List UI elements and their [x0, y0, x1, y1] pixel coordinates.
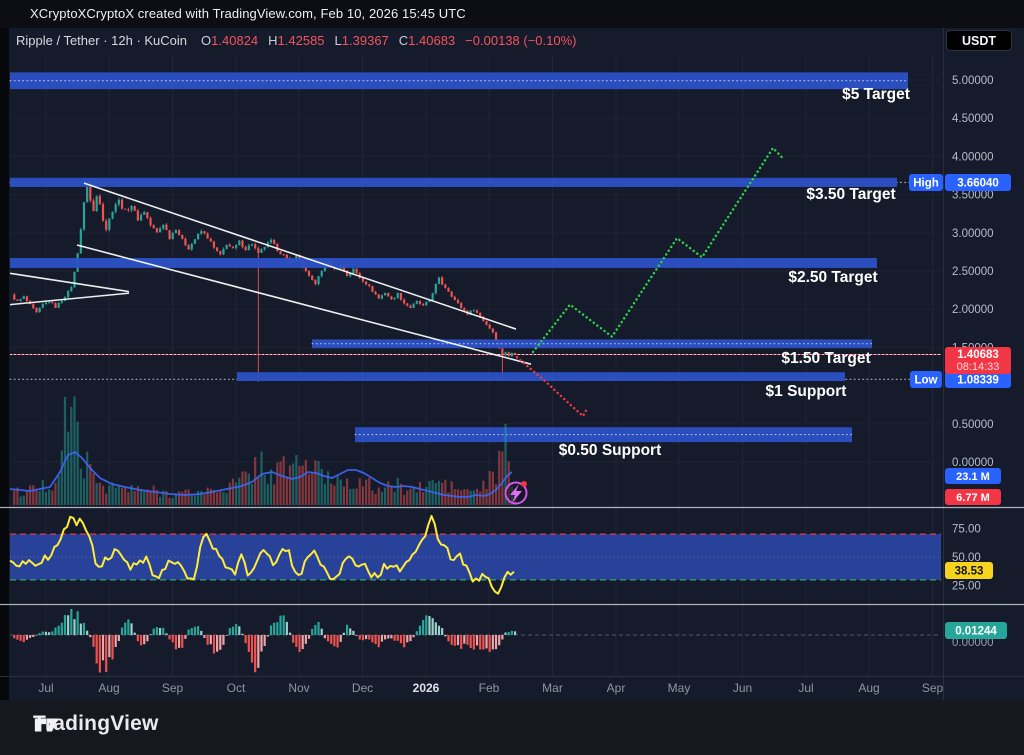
footer-bar: [0, 700, 1024, 755]
svg-text:2.50000: 2.50000: [952, 266, 994, 278]
macd-panel[interactable]: [10, 609, 941, 673]
svg-text:50.00: 50.00: [952, 552, 981, 564]
svg-text:Nov: Nov: [288, 681, 309, 695]
svg-text:Low: Low: [915, 375, 938, 387]
svg-text:$1.50 Target: $1.50 Target: [781, 350, 870, 367]
lightning-bolt-icon[interactable]: [504, 481, 528, 505]
svg-text:Jul: Jul: [38, 681, 53, 695]
tradingview-logo-icon: [34, 718, 59, 732]
low-value: 1.39367: [341, 33, 389, 48]
svg-text:1.40683: 1.40683: [957, 349, 999, 361]
target-support-bands[interactable]: $5 Target $3.50 Target $2.50 Target $1.50 T…: [9, 72, 910, 459]
attribution-bar: XCryptoXCryptoX created with TradingView…: [0, 0, 1024, 28]
svg-text:Aug: Aug: [98, 681, 119, 695]
svg-text:4.50000: 4.50000: [952, 113, 994, 125]
svg-text:1.08339: 1.08339: [957, 375, 999, 387]
svg-text:$5 Target: $5 Target: [842, 86, 910, 103]
price-axis[interactable]: 5.00000 4.50000 4.00000 3.50000 3.00000 2.500…: [909, 28, 1024, 700]
svg-text:3.50000: 3.50000: [952, 190, 994, 202]
tradingview-logo-text: TradingView: [33, 712, 159, 735]
change-value: −0.00138 (−0.10%): [465, 33, 577, 48]
symbol-info-row: Ripple / Tether · 12h · KuCoin O1.40824 H1…: [16, 33, 576, 51]
svg-text:May: May: [668, 681, 691, 695]
svg-text:$3.50 Target: $3.50 Target: [806, 186, 895, 203]
svg-text:23.1 M: 23.1 M: [956, 471, 990, 483]
attribution-text: XCryptoXCryptoX created with TradingView…: [30, 6, 466, 21]
svg-text:08:14:33: 08:14:33: [957, 361, 1000, 373]
svg-text:3.66040: 3.66040: [957, 178, 999, 190]
svg-text:75.00: 75.00: [952, 523, 981, 535]
svg-text:Sep: Sep: [162, 681, 184, 695]
svg-text:4.00000: 4.00000: [952, 151, 994, 163]
volume-ma-line: [9, 450, 513, 498]
time-axis[interactable]: Jul Aug Sep Oct Nov Dec 2026 Feb Mar Apr May Jun Jul…: [38, 681, 943, 695]
svg-text:0.50000: 0.50000: [952, 419, 994, 431]
svg-text:$1 Support: $1 Support: [766, 383, 847, 400]
svg-text:Apr: Apr: [607, 681, 626, 695]
svg-text:Feb: Feb: [479, 681, 500, 695]
svg-text:5.00000: 5.00000: [952, 75, 994, 87]
svg-text:6.77 M: 6.77 M: [956, 492, 990, 504]
chart-background: [0, 28, 1024, 700]
trendlines[interactable]: [9, 182, 532, 365]
volume-bars: [13, 396, 517, 505]
svg-text:3.00000: 3.00000: [952, 228, 994, 240]
svg-text:2.00000: 2.00000: [952, 304, 994, 316]
symbol-title: Ripple / Tether · 12h · KuCoin: [16, 33, 188, 48]
panel-dividers[interactable]: [0, 506, 1024, 677]
svg-text:38.53: 38.53: [955, 566, 984, 578]
high-value: 1.42585: [277, 33, 325, 48]
open-label: O: [201, 33, 212, 48]
svg-text:Dec: Dec: [352, 681, 373, 695]
svg-text:High: High: [913, 178, 939, 190]
svg-text:Mar: Mar: [542, 681, 563, 695]
currency-badge[interactable]: USDT: [946, 30, 1012, 51]
high-label: H: [268, 33, 278, 48]
close-value: 1.40683: [408, 33, 456, 48]
svg-text:Jun: Jun: [733, 681, 752, 695]
svg-text:Jul: Jul: [798, 681, 813, 695]
svg-text:Aug: Aug: [858, 681, 879, 695]
low-label: L: [334, 33, 342, 48]
rsi-panel[interactable]: [9, 514, 941, 595]
svg-text:$0.50 Support: $0.50 Support: [559, 442, 662, 459]
tradingview-logo[interactable]: TradingView: [33, 712, 159, 736]
svg-text:0.01244: 0.01244: [955, 626, 997, 638]
svg-text:25.00: 25.00: [952, 581, 981, 593]
svg-text:0.00000: 0.00000: [952, 637, 994, 649]
svg-text:Sep: Sep: [922, 681, 944, 695]
close-label: C: [398, 33, 409, 48]
svg-text:Oct: Oct: [227, 681, 246, 695]
price-projections[interactable]: [515, 146, 786, 419]
svg-text:$2.50 Target: $2.50 Target: [788, 269, 877, 286]
open-value: 1.40824: [211, 33, 259, 48]
svg-text:0.00000: 0.00000: [952, 457, 994, 469]
svg-text:2026: 2026: [413, 681, 440, 695]
